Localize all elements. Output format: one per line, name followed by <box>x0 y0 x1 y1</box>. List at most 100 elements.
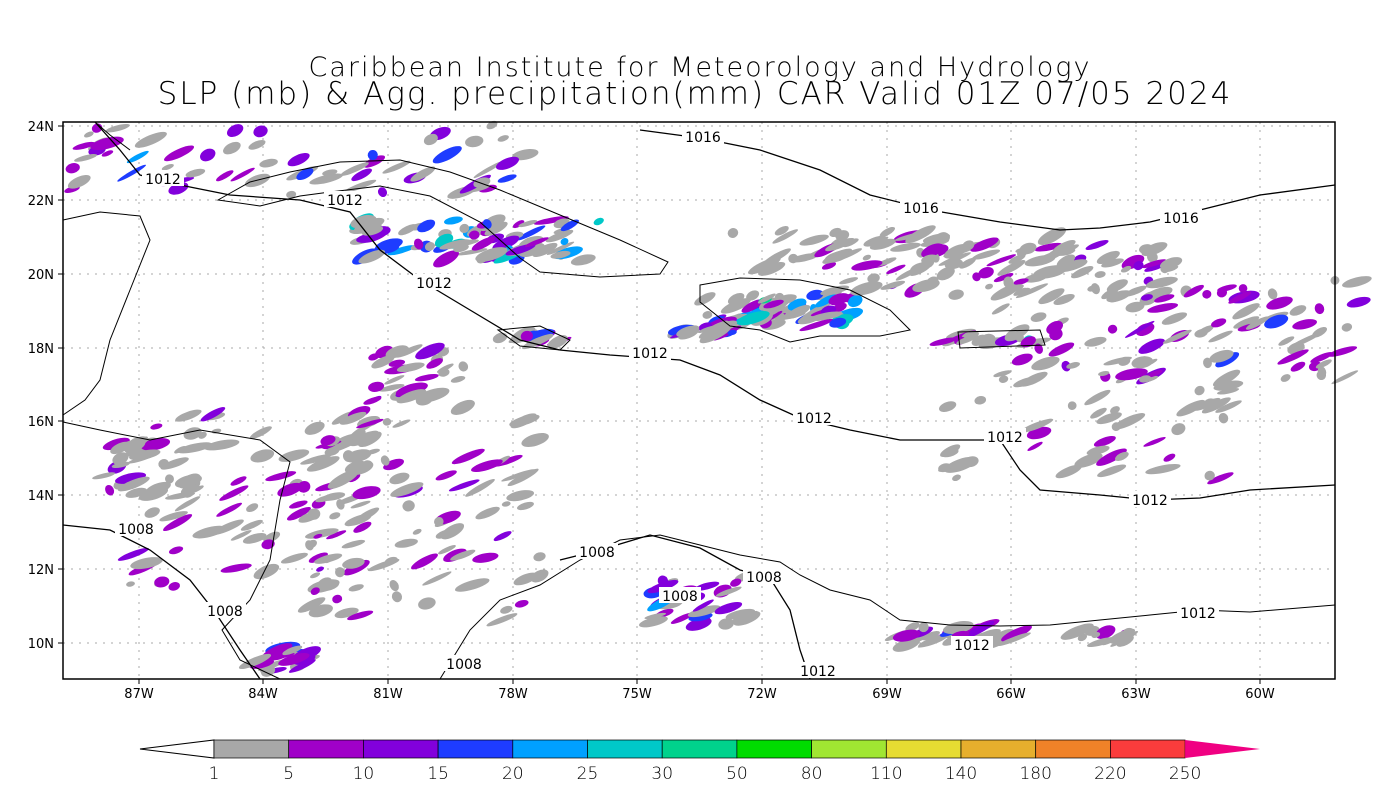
precip-cell <box>1215 400 1242 413</box>
coast-puerto-rico <box>957 329 1046 349</box>
precip-cell <box>847 295 863 308</box>
precip-cell <box>800 301 833 320</box>
precip-cell <box>476 254 489 264</box>
precip-cell <box>492 235 520 251</box>
precip-cell <box>150 423 163 430</box>
precip-cell <box>161 164 174 171</box>
precip-cell <box>415 342 445 360</box>
precip-cell <box>985 283 993 290</box>
precip-cell <box>223 141 241 155</box>
colorbar-box <box>363 739 439 759</box>
precip-cell <box>972 272 981 282</box>
precip-cell <box>1020 336 1036 348</box>
colorbar-box <box>885 739 962 759</box>
lon-label: 84W <box>248 687 278 702</box>
lon-label: 60W <box>1245 687 1275 702</box>
precip-cell <box>335 567 345 578</box>
precip-cell <box>1277 349 1309 365</box>
isobar-label: 1008 <box>207 604 243 620</box>
precip-cell <box>413 238 424 250</box>
precip-cell <box>1109 292 1126 303</box>
precip-cell <box>1015 283 1049 299</box>
precip-cell <box>412 528 422 535</box>
precip-cell <box>305 540 314 551</box>
precip-cell <box>435 470 457 481</box>
colorbar-label: 15 <box>427 764 449 784</box>
precip-cell <box>1030 312 1047 322</box>
precip-cell <box>159 511 188 522</box>
precip-cell <box>1331 370 1359 385</box>
precip-cell <box>456 248 488 256</box>
colorbar-label: 5 <box>283 764 294 784</box>
precip-cell <box>300 454 332 465</box>
precip-cell <box>495 156 520 170</box>
precip-cell <box>141 438 171 451</box>
precip-cell <box>1141 242 1168 257</box>
precip-cell <box>1087 285 1098 292</box>
precip-cell <box>809 311 843 322</box>
precip-cell <box>1290 361 1306 372</box>
precip-cell <box>253 563 280 580</box>
colorbar-box <box>288 739 364 759</box>
precip-cell <box>1086 637 1116 648</box>
isobar-label: 1008 <box>446 657 482 673</box>
precip-cell <box>1031 356 1060 371</box>
precip-cell <box>1141 259 1167 269</box>
precip-cell <box>1057 259 1088 272</box>
colorbar-high-arrow <box>1185 740 1260 758</box>
precip-cell <box>435 529 453 539</box>
precip-cell <box>1310 352 1333 363</box>
precip-cell <box>473 161 504 179</box>
precip-cell <box>1027 441 1043 451</box>
precip-cell <box>363 155 386 168</box>
map-frame <box>62 121 1336 680</box>
precip-cell <box>1183 284 1204 298</box>
precip-cell <box>921 243 944 258</box>
precip-cell <box>964 456 979 468</box>
lat-label: 12N <box>28 563 54 578</box>
isobar-labels: 1016 1016 1016 1012 1012 1012 1012 1012 1012 1012… <box>115 128 1219 680</box>
precip-cell <box>433 250 459 268</box>
precip-cell <box>432 146 462 164</box>
precip-cell <box>426 358 443 369</box>
precip-cell <box>1232 303 1260 320</box>
precip-cell <box>1038 250 1064 262</box>
precip-cell <box>510 413 537 429</box>
colorbar-label: 1 <box>209 764 220 784</box>
precip-cell <box>1162 329 1192 344</box>
precip-cell <box>450 376 466 383</box>
precip-cell <box>443 548 467 563</box>
precip-cell <box>345 449 372 463</box>
precip-cell <box>287 152 310 167</box>
precip-cell <box>1074 453 1103 468</box>
precip-cell <box>727 227 739 238</box>
precip-cell <box>1034 343 1044 354</box>
precip-cell <box>520 330 533 342</box>
precip-cell <box>774 225 789 236</box>
precip-cell <box>444 216 463 225</box>
lat-label: 20N <box>28 268 54 283</box>
precip-cell <box>512 220 525 229</box>
precip-cell <box>261 665 276 677</box>
precip-cell <box>368 381 385 392</box>
precip-cell <box>1163 453 1176 462</box>
precip-cell <box>297 597 326 613</box>
precip-cell <box>1037 227 1067 246</box>
precip-cell <box>1061 360 1071 372</box>
precip-cell <box>72 141 96 150</box>
precip-cell <box>1004 324 1030 342</box>
precip-cell <box>391 591 403 603</box>
precip-cell <box>532 242 558 258</box>
precip-cell <box>168 546 184 555</box>
precip-cell <box>418 597 436 610</box>
precip-cell <box>219 485 249 501</box>
precip-cell <box>174 496 201 512</box>
precip-cell <box>1133 260 1144 271</box>
precip-cell <box>1278 336 1295 346</box>
precip-cell <box>1145 276 1178 289</box>
precip-cell <box>286 190 297 199</box>
isobar-label: 1008 <box>746 570 782 586</box>
precip-cell <box>380 455 390 466</box>
precip-cell <box>1204 470 1215 481</box>
precip-cell <box>411 553 438 570</box>
